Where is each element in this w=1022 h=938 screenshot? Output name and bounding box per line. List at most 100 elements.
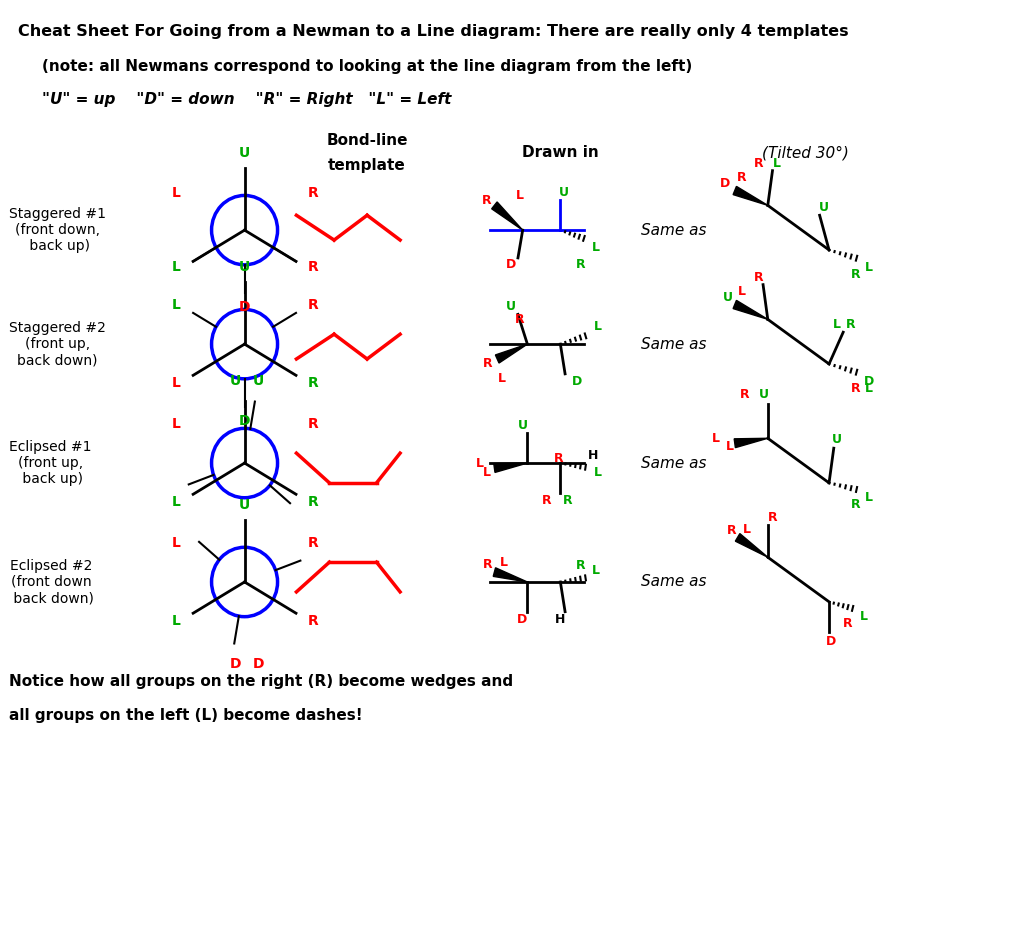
Text: Cheat Sheet For Going from a Newman to a Line diagram: There are really only 4 t: Cheat Sheet For Going from a Newman to a… — [18, 24, 849, 39]
Text: U: U — [230, 373, 241, 387]
Text: R: R — [308, 187, 318, 201]
Text: Drawn in: Drawn in — [522, 145, 599, 160]
Polygon shape — [733, 187, 768, 205]
Text: R: R — [753, 271, 763, 284]
Text: R: R — [737, 171, 746, 184]
Polygon shape — [494, 463, 527, 473]
Text: R: R — [308, 417, 318, 431]
Text: R: R — [768, 511, 778, 524]
Text: (Tilted 30°): (Tilted 30°) — [762, 145, 849, 160]
Text: L: L — [774, 158, 781, 170]
Polygon shape — [492, 202, 522, 230]
Text: R: R — [308, 376, 318, 390]
Text: U: U — [820, 201, 829, 214]
Text: R: R — [576, 559, 586, 571]
Text: D: D — [826, 635, 836, 648]
Polygon shape — [733, 300, 768, 319]
Text: L: L — [172, 494, 181, 508]
Text: R: R — [515, 313, 524, 325]
Text: R: R — [739, 388, 749, 401]
Text: Same as: Same as — [641, 456, 706, 471]
Text: D: D — [721, 177, 731, 190]
Text: R: R — [846, 318, 855, 331]
Text: Notice how all groups on the right (R) become wedges and: Notice how all groups on the right (R) b… — [9, 673, 513, 688]
Text: U: U — [239, 145, 250, 159]
Text: D: D — [506, 258, 516, 271]
Text: U: U — [506, 300, 516, 313]
Text: L: L — [592, 241, 600, 254]
Text: L: L — [172, 187, 181, 201]
Text: R: R — [483, 357, 493, 371]
Text: L: L — [594, 320, 602, 333]
Text: Bond-line: Bond-line — [326, 133, 408, 148]
Text: L: L — [860, 611, 868, 623]
Text: H: H — [555, 613, 565, 627]
Text: L: L — [726, 440, 734, 453]
Text: U: U — [832, 432, 841, 446]
Text: L: L — [172, 376, 181, 390]
Text: L: L — [865, 492, 873, 505]
Text: template: template — [328, 159, 406, 174]
Text: L: L — [865, 262, 873, 274]
Text: Eclipsed #2
(front down
 back down): Eclipsed #2 (front down back down) — [9, 559, 94, 605]
Text: Staggered #2
(front up,
back down): Staggered #2 (front up, back down) — [9, 321, 105, 368]
Text: Same as: Same as — [641, 222, 706, 237]
Text: Same as: Same as — [641, 337, 706, 352]
Text: L: L — [743, 523, 751, 536]
Text: U: U — [239, 498, 250, 512]
Text: Eclipsed #1
(front up,
 back up): Eclipsed #1 (front up, back up) — [9, 440, 91, 486]
Text: Staggered #1
(front down,
 back up): Staggered #1 (front down, back up) — [9, 207, 106, 253]
Polygon shape — [494, 567, 527, 582]
Text: U: U — [518, 419, 527, 431]
Polygon shape — [734, 438, 768, 447]
Text: U: U — [559, 186, 569, 199]
Text: R: R — [843, 617, 852, 630]
Text: L: L — [172, 613, 181, 628]
Polygon shape — [496, 344, 527, 363]
Text: L: L — [594, 466, 602, 479]
Text: R: R — [850, 268, 861, 281]
Text: D: D — [239, 415, 250, 429]
Text: L: L — [865, 382, 873, 395]
Text: U: U — [239, 260, 250, 274]
Text: L: L — [833, 318, 840, 331]
Text: L: L — [738, 285, 745, 298]
Text: R: R — [850, 382, 861, 395]
Text: R: R — [482, 194, 492, 207]
Text: L: L — [172, 537, 181, 551]
Text: U: U — [253, 373, 265, 387]
Text: D: D — [229, 658, 241, 672]
Text: R: R — [576, 258, 586, 271]
Text: R: R — [308, 260, 318, 274]
Text: L: L — [476, 457, 484, 470]
Text: D: D — [239, 300, 250, 314]
Text: L: L — [172, 260, 181, 274]
Text: L: L — [516, 189, 524, 202]
Text: R: R — [308, 494, 318, 508]
Text: L: L — [592, 564, 600, 577]
Text: L: L — [172, 417, 181, 431]
Text: Same as: Same as — [641, 574, 706, 589]
Text: "U" = up    "D" = down    "R" = Right   "L" = Left: "U" = up "D" = down "R" = Right "L" = Le… — [42, 92, 452, 107]
Text: R: R — [542, 494, 551, 507]
Text: U: U — [759, 388, 769, 401]
Text: L: L — [500, 555, 508, 568]
Text: R: R — [563, 494, 572, 507]
Text: (note: all Newmans correspond to looking at the line diagram from the left): (note: all Newmans correspond to looking… — [42, 59, 692, 74]
Text: R: R — [727, 524, 737, 537]
Text: R: R — [753, 158, 763, 170]
Text: L: L — [482, 466, 491, 479]
Polygon shape — [736, 534, 768, 557]
Text: D: D — [253, 658, 265, 672]
Text: R: R — [308, 298, 318, 312]
Text: U: U — [724, 291, 733, 304]
Text: L: L — [498, 372, 506, 386]
Text: R: R — [850, 498, 861, 511]
Text: L: L — [172, 298, 181, 312]
Text: R: R — [308, 537, 318, 551]
Text: all groups on the left (L) become dashes!: all groups on the left (L) become dashes… — [9, 708, 363, 723]
Text: H: H — [589, 448, 599, 461]
Text: D: D — [516, 613, 527, 627]
Text: D: D — [572, 375, 583, 388]
Text: R: R — [554, 451, 563, 464]
